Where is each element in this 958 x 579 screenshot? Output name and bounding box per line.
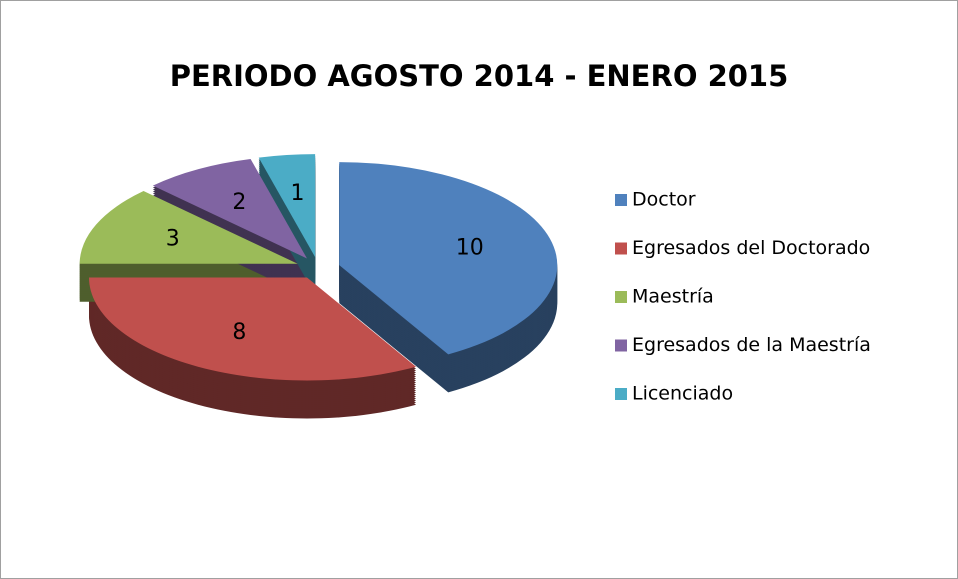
data-label: 3 bbox=[166, 226, 180, 251]
slice bbox=[89, 277, 416, 381]
slice bbox=[258, 154, 316, 258]
legend-swatch bbox=[615, 242, 627, 255]
slice bbox=[152, 158, 307, 259]
slice bbox=[79, 190, 298, 264]
data-label: 8 bbox=[232, 320, 246, 345]
legend-label: Licenciado bbox=[632, 383, 733, 405]
data-label: 10 bbox=[456, 236, 484, 261]
legend-label: Doctor bbox=[632, 189, 696, 211]
data-label: 1 bbox=[290, 181, 304, 206]
legend-label: Egresados de la Maestría bbox=[632, 334, 871, 356]
legend-swatch bbox=[615, 339, 627, 352]
legend-swatch bbox=[615, 194, 627, 206]
data-label: 2 bbox=[232, 190, 246, 215]
legend-label: Maestría bbox=[632, 286, 714, 308]
legend-label: Egresados del Doctorado bbox=[632, 237, 870, 259]
chart-title: PERIODO AGOSTO 2014 - ENERO 2015 bbox=[170, 59, 789, 93]
legend-swatch bbox=[615, 291, 627, 303]
slice bbox=[339, 162, 558, 355]
legend-swatch bbox=[615, 388, 627, 400]
